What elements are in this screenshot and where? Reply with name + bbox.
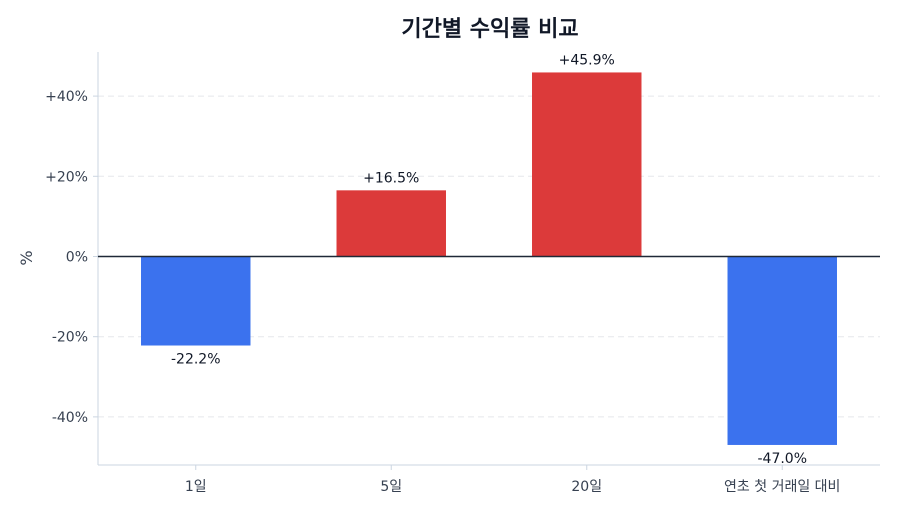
x-tick-label: 5일 [380, 479, 402, 495]
x-tick-label: 연초 첫 거래일 대비 [724, 479, 840, 495]
data-label: -47.0% [757, 451, 807, 467]
bar [727, 256, 837, 445]
labels: -40% -20% 0% +20% +40% -22.2% 1일 +16.5% 5일 +45.9%… [45, 52, 840, 495]
data-label: +45.9% [559, 52, 615, 68]
bars [141, 72, 837, 445]
bar [532, 72, 642, 257]
data-label: +16.5% [363, 170, 419, 186]
y-tick-label: +20% [45, 169, 88, 185]
axes [93, 52, 880, 470]
y-tick-label: 0% [66, 249, 88, 265]
y-tick-label: -20% [52, 330, 88, 346]
y-tick-label: -40% [52, 410, 88, 426]
x-tick-label: 1일 [185, 479, 207, 495]
bar [336, 190, 446, 257]
chart-title: 기간별 수익률 비교 [401, 17, 578, 42]
bar [141, 256, 251, 346]
x-tick-label: 20일 [571, 479, 602, 495]
y-axis-label: % [17, 250, 36, 265]
data-label: -22.2% [171, 352, 221, 368]
y-tick-label: +40% [45, 89, 88, 105]
